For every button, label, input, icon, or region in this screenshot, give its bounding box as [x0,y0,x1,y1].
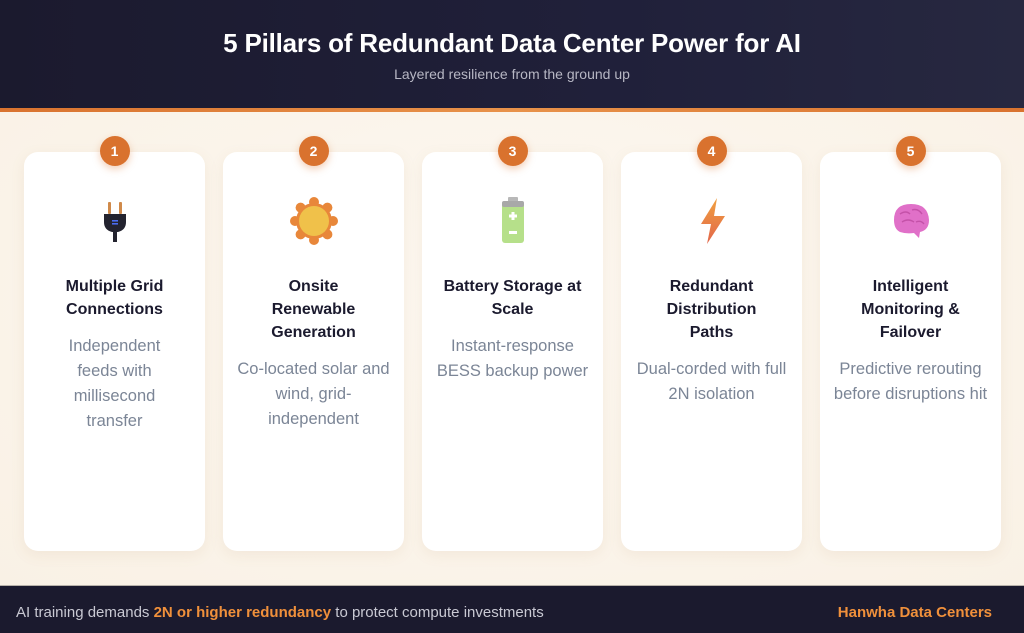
header-divider [0,108,1024,112]
pillar-card-3: 3 Battery Storage at Scale Instant-respo… [422,136,603,551]
sun-icon [289,196,339,246]
brain-icon [886,196,936,246]
pillar-description: Independent feeds with millisecond trans… [68,337,161,430]
battery-icon [488,196,538,246]
pillar-card-5: 5 Intelligent Monitoring & Failover Pred… [820,136,1001,551]
pillar-card-1: 1 Multiple Grid Connections Independent … [24,136,205,551]
pillar-title: Battery Storage at Scale [443,278,582,318]
pillar-number-badge: 1 [99,136,130,166]
lightning-bolt-icon [687,196,737,246]
pillar-card-2: 2 Onsite Renewable Generation Co-located… [223,136,404,551]
page-title: 5 Pillars of Redundant Data Center Power… [223,28,801,58]
pillar-card-4: 4 Redundant Distribution Paths Dual-cord… [621,136,802,551]
pillar-description: Co-located solar and wind, grid-independ… [237,360,390,428]
page-subtitle: Layered resilience from the ground up [394,66,630,82]
brand-name: Hanwha Data Centers [837,604,992,621]
pillar-title: Redundant Distribution Paths [666,278,757,341]
pillar-description: Predictive rerouting before disruptions … [833,360,988,403]
footer-text-before: AI training demands [16,604,154,621]
footer-message: AI training demands 2N or higher redunda… [16,604,544,621]
header-banner: 5 Pillars of Redundant Data Center Power… [0,0,1024,108]
pillar-number-badge: 2 [298,136,329,166]
pillar-description: Dual-corded with full 2N isolation [636,360,787,403]
pillar-number-badge: 4 [696,136,727,166]
pillar-description: Instant-response BESS backup power [436,337,589,380]
pillar-title: Multiple Grid Connections [65,278,164,318]
pillar-number-badge: 5 [895,136,926,166]
pillar-title: Onsite Renewable Generation [271,278,356,341]
electric-plug-icon [90,196,140,246]
pillar-title: Intelligent Monitoring & Failover [861,278,960,341]
pillar-number-badge: 3 [497,136,528,166]
footer-text-after: to protect compute investments [331,604,544,621]
footer-bar: AI training demands 2N or higher redunda… [0,585,1024,633]
footer-highlight: 2N or higher redundancy [153,604,332,621]
